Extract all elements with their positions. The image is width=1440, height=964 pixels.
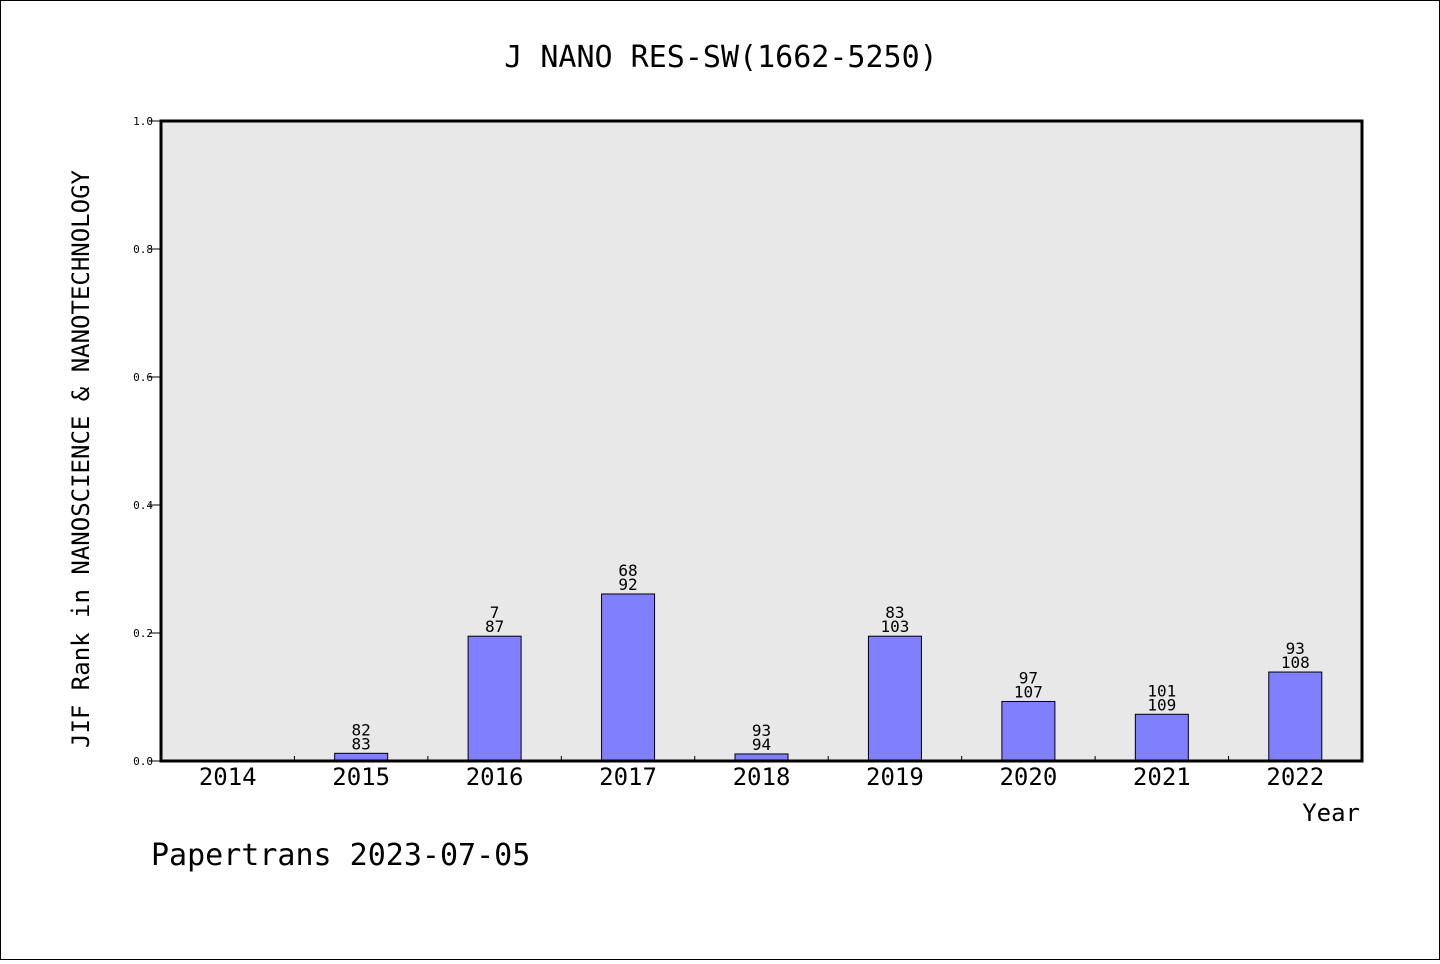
data-label-total: 108 xyxy=(1281,653,1310,672)
bar-2019 xyxy=(867,635,922,762)
data-label-total: 87 xyxy=(485,617,504,636)
y-tick-label: 1.0 xyxy=(133,115,153,128)
bar-2017 xyxy=(601,593,656,762)
y-tick-label: 0.6 xyxy=(133,371,153,384)
bars-group xyxy=(161,593,1362,763)
data-label-rank: 93 xyxy=(1286,639,1305,658)
x-tick-label: 2021 xyxy=(1133,763,1191,791)
data-label-total: 92 xyxy=(618,575,637,594)
x-tick-label: 2020 xyxy=(999,763,1057,791)
data-label-rank: 101 xyxy=(1147,681,1176,700)
data-label-total: 109 xyxy=(1147,695,1176,714)
data-label-total: 103 xyxy=(880,617,909,636)
data-label-total: 107 xyxy=(1014,682,1043,701)
data-label-rank: 7 xyxy=(490,603,500,622)
data-label-total: 83 xyxy=(352,734,371,753)
y-tick-label: 0.8 xyxy=(133,243,153,256)
y-tick-label: 0.4 xyxy=(133,499,153,512)
x-tick-label: 2019 xyxy=(866,763,924,791)
x-axis-ticks: 2014 2015 2016 2017 2018 2019 2020 2021 2022 xyxy=(199,756,1324,791)
plot-area xyxy=(159,119,1364,763)
y-axis-ticks: 0.0 0.2 0.4 0.6 0.8 1.0 xyxy=(133,115,161,768)
x-tick-label: 2015 xyxy=(332,763,390,791)
data-label-rank: 82 xyxy=(352,720,371,739)
bar-2016 xyxy=(467,635,522,762)
y-tick-label: 0.2 xyxy=(133,627,153,640)
x-tick-label: 2022 xyxy=(1266,763,1324,791)
bar-2022 xyxy=(1268,671,1323,762)
x-tick-label: 2016 xyxy=(466,763,524,791)
data-label-total: 94 xyxy=(752,735,771,754)
data-label-rank: 93 xyxy=(752,721,771,740)
x-tick-label: 2014 xyxy=(199,763,257,791)
y-axis-label: JIF Rank in NANOSCIENCE & NANOTECHNOLOGY xyxy=(67,169,95,748)
bar-2020 xyxy=(1001,700,1056,762)
x-tick-label: 2018 xyxy=(733,763,791,791)
data-label-rank: 83 xyxy=(885,603,904,622)
data-label-rank: 68 xyxy=(618,561,637,580)
x-tick-label: 2017 xyxy=(599,763,657,791)
data-label-rank: 97 xyxy=(1019,668,1038,687)
x-axis-label: Year xyxy=(1302,799,1360,827)
bar-2021 xyxy=(1134,713,1189,762)
chart-title: J NANO RES-SW(1662-5250) xyxy=(504,40,937,75)
y-tick-label: 0.0 xyxy=(133,755,153,768)
footer-credit: Papertrans 2023-07-05 xyxy=(151,838,530,873)
